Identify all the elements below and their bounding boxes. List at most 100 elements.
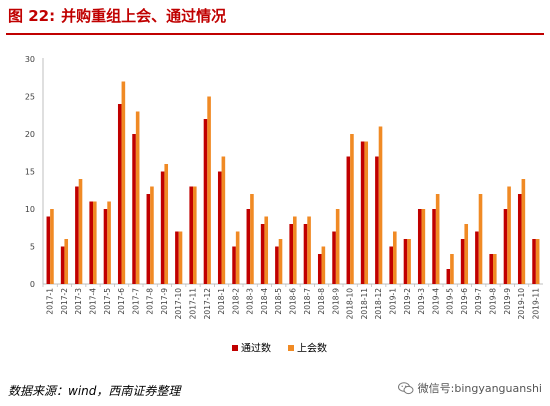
x-tick-label: 2018-9 [331,288,340,315]
x-tick-label: 2017-11 [189,288,198,320]
x-tick-label: 2018-2 [231,288,240,315]
bar-passed [203,119,208,284]
bar-passed [332,231,336,284]
bar-submitted [350,134,354,284]
x-tick-label: 2019-2 [403,288,412,315]
bar-submitted [293,216,297,284]
x-tick-label: 2019-3 [417,288,426,315]
bar-passed [89,201,93,284]
bar-submitted [407,239,411,284]
bar-submitted [364,141,369,284]
y-tick-label: 5 [30,243,35,252]
x-tick-label: 2018-8 [317,288,326,315]
x-tick-label: 2017-12 [203,288,212,320]
bar-passed [317,254,322,284]
bar-passed [489,254,493,284]
legend-swatch-passed [232,345,238,351]
bar-submitted [121,81,126,284]
bar-submitted [450,254,454,284]
x-tick-label: 2019-5 [446,288,455,315]
bar-passed [232,246,236,284]
bar-submitted [164,164,169,284]
bar-submitted [178,231,183,284]
bar-submitted [307,216,311,284]
x-tick-label: 2017-3 [74,288,83,315]
x-tick-label: 2019-1 [389,288,398,315]
bar-passed [46,216,51,284]
bar-passed [417,209,422,284]
x-tick-label: 2017-1 [46,288,55,315]
bar-submitted [93,201,97,284]
bar-submitted [393,231,397,284]
bar-submitted [250,194,254,284]
y-tick-label: 25 [25,93,35,102]
bar-passed [60,246,65,284]
figure-title: 图 22: 并购重组上会、通过情况 [8,5,226,26]
bar-passed [260,224,265,284]
bar-submitted [278,239,283,284]
x-tick-label: 2019-6 [460,288,469,315]
y-tick-label: 10 [25,205,35,214]
bar-passed [103,209,108,284]
bar-passed [146,194,151,284]
title-divider [6,33,544,35]
bar-passed [189,186,193,284]
bar-passed [75,186,79,284]
bar-passed [475,231,479,284]
bar-submitted [221,156,226,284]
bar-submitted [235,231,240,284]
bar-submitted [335,209,340,284]
x-tick-label: 2019-7 [474,288,483,315]
bar-submitted [193,186,197,284]
bar-submitted [50,209,54,284]
bar-submitted [150,186,154,284]
bar-passed [503,209,508,284]
x-tick-label: 2018-4 [260,288,269,315]
x-tick-label: 2018-5 [274,288,283,315]
bar-submitted [64,239,69,284]
bar-passed [389,246,393,284]
bar-passed [132,134,136,284]
bar-passed [217,171,222,284]
bar-passed [375,156,379,284]
bar-passed [175,231,179,284]
x-tick-label: 2019-4 [431,288,440,315]
x-tick-label: 2018-7 [303,288,312,315]
bar-passed [360,141,365,284]
x-tick-label: 2018-3 [246,288,255,315]
figure-label: 图 22: [8,7,56,25]
bar-passed [160,171,165,284]
x-tick-label: 2019-10 [517,288,526,320]
bar-passed [532,239,536,284]
bar-submitted [107,201,111,284]
bar-submitted [264,216,269,284]
legend-swatch-submitted [288,345,294,351]
bar-submitted [464,224,469,284]
x-tick-label: 2018-11 [360,288,369,320]
x-tick-label: 2017-4 [89,288,98,315]
bar-submitted [378,126,383,284]
x-tick-label: 2017-9 [160,288,169,315]
y-tick-label: 0 [30,280,35,289]
x-tick-label: 2018-1 [217,288,226,315]
x-tick-label: 2019-9 [503,288,512,315]
bar-passed [403,239,408,284]
bar-submitted [535,239,540,284]
bar-passed [432,209,436,284]
x-tick-label: 2017-10 [174,288,183,320]
bar-submitted [507,186,511,284]
bar-submitted [478,194,483,284]
x-tick-label: 2018-10 [346,288,355,320]
source-note: 数据来源：wind，西南证券整理 [8,384,181,398]
x-tick-label: 2019-11 [531,288,540,320]
bar-passed [246,209,251,284]
watermark: 微信号:bingyanguanshi [397,380,542,396]
wechat-icon [397,381,414,394]
bar-passed [275,246,279,284]
bar-passed [517,194,522,284]
bar-submitted [421,209,426,284]
bar-passed [289,224,293,284]
bar-submitted [435,194,440,284]
x-tick-label: 2017-5 [103,288,112,315]
